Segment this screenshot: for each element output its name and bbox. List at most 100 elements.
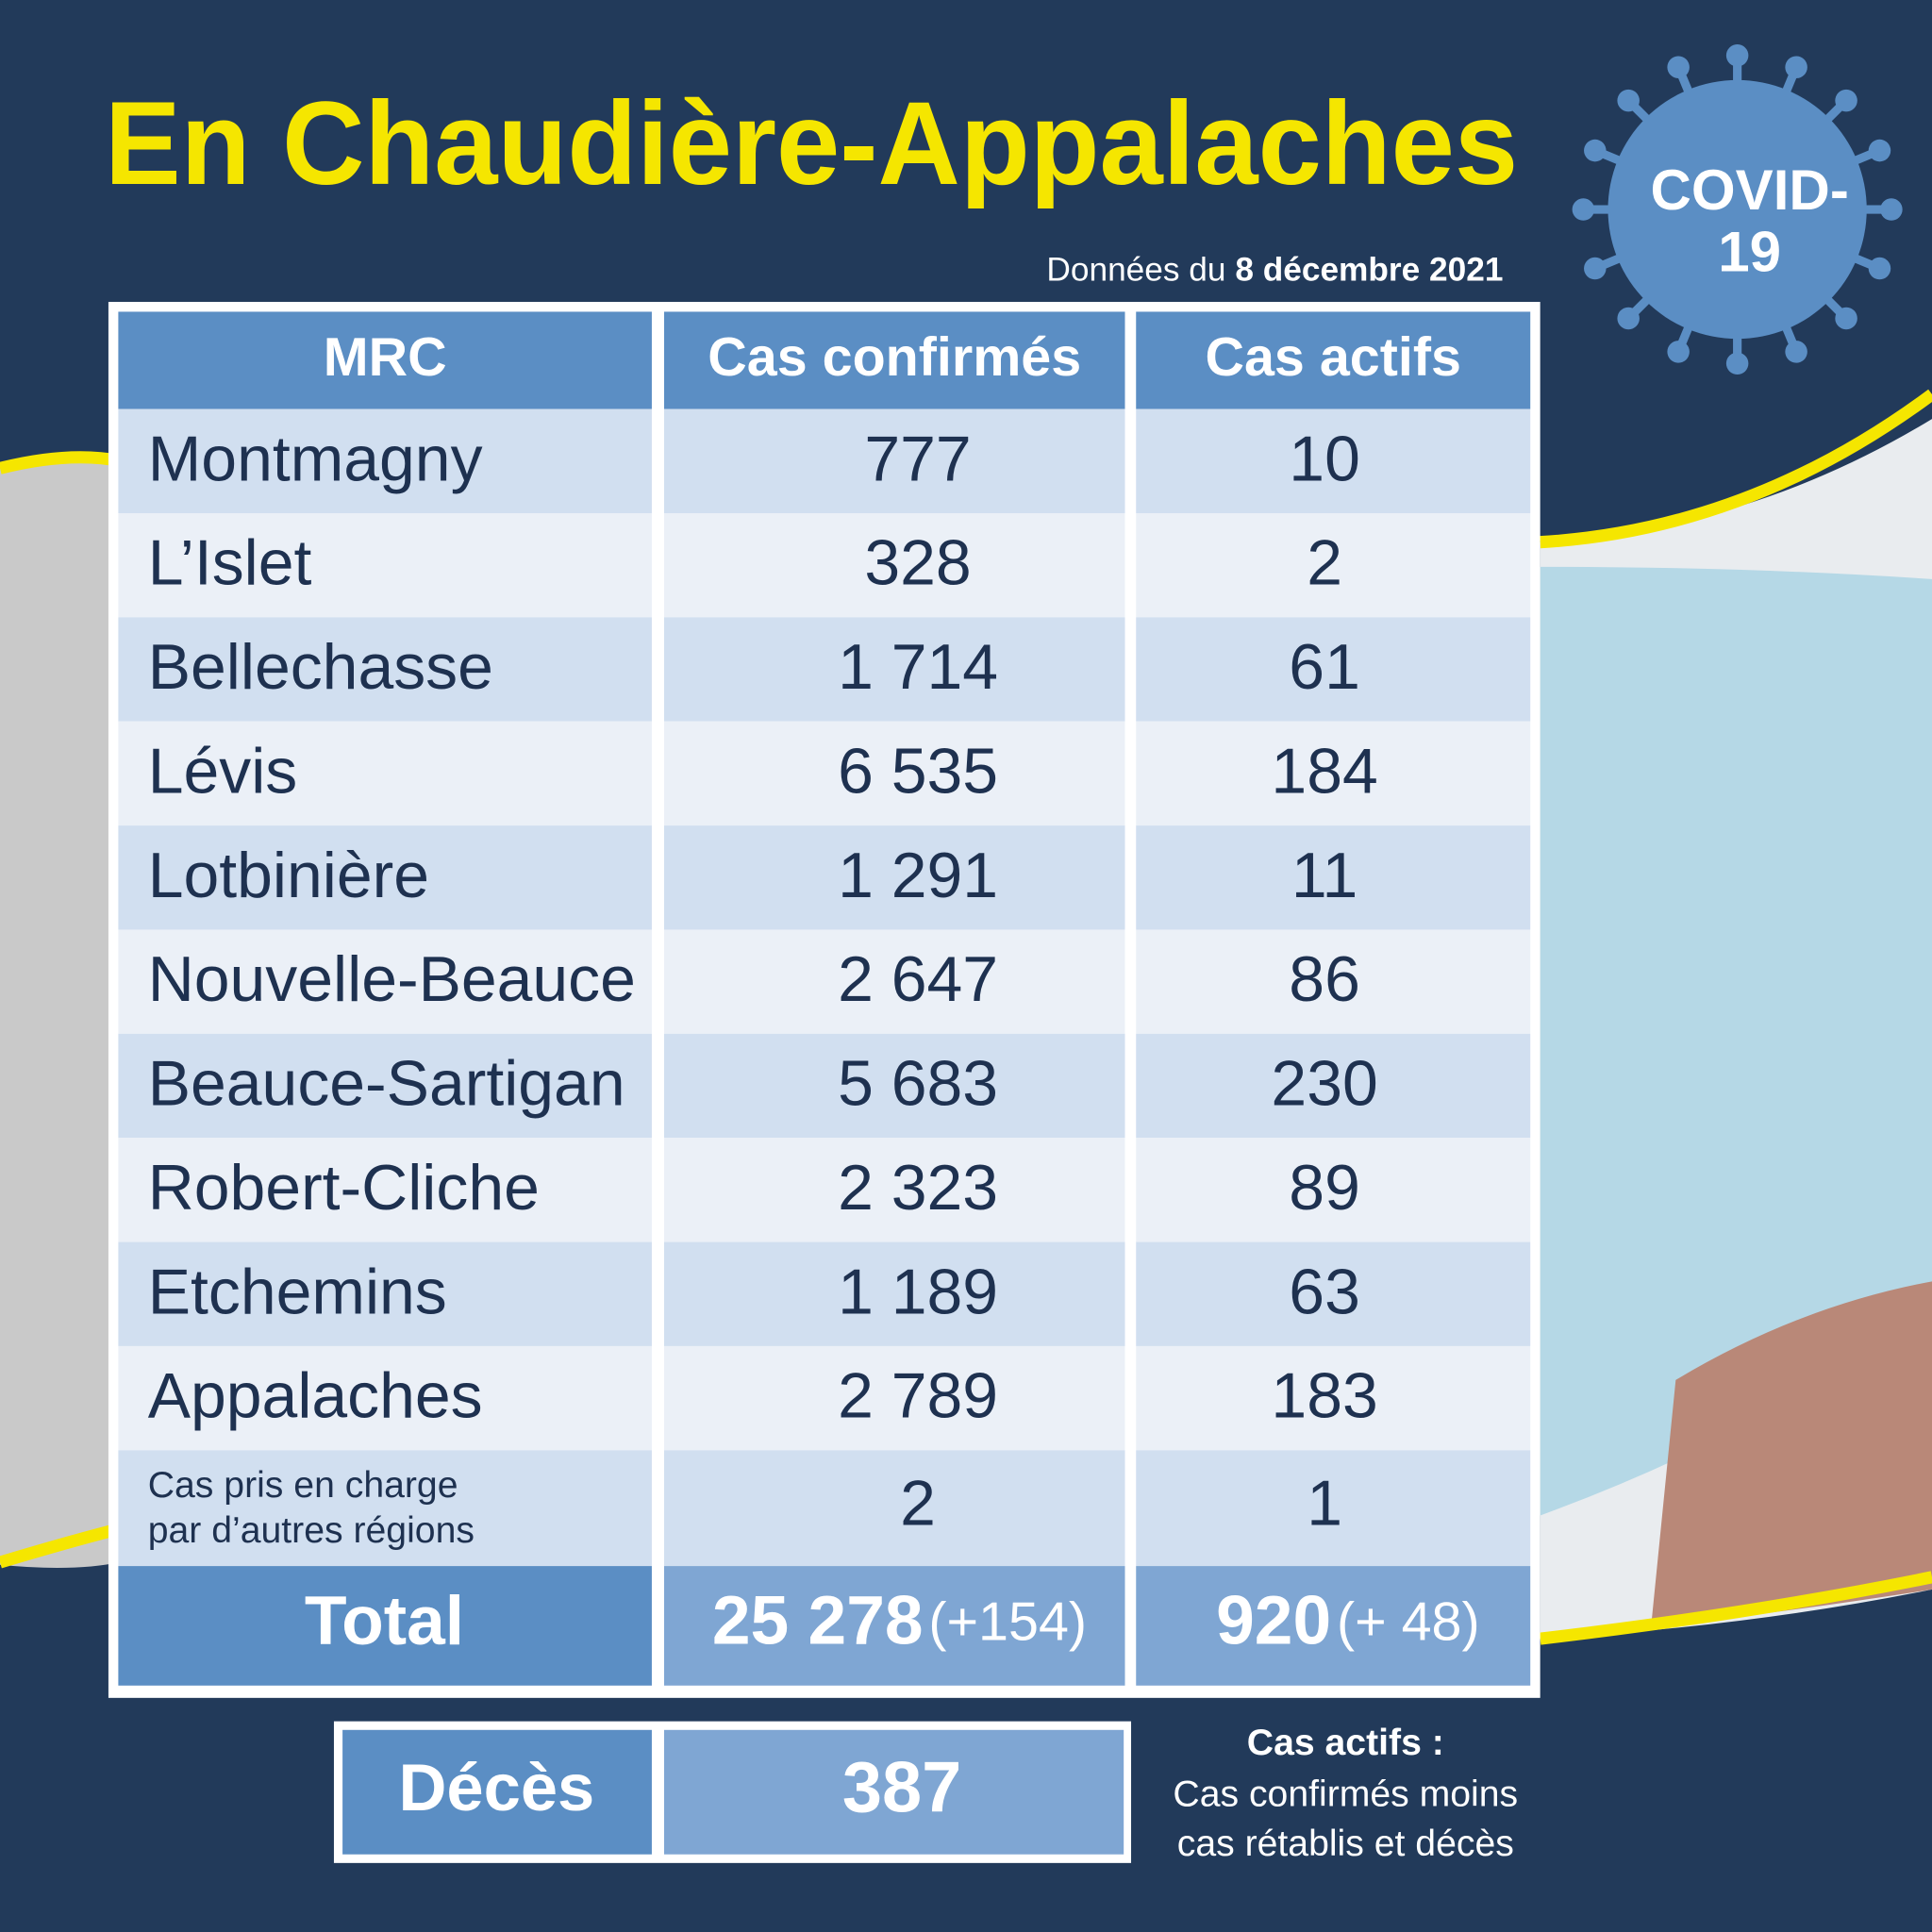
total-value: 920 (+ 48) — [1216, 1583, 1480, 1659]
header-cell — [1136, 311, 1531, 409]
confirmed-cases: 6 535 — [838, 736, 998, 807]
row-cell — [664, 929, 1125, 1034]
column-header: MRC — [324, 327, 447, 388]
confirmed-cases: 777 — [864, 424, 971, 494]
mrc-name: Bellechasse — [148, 632, 493, 703]
virus-spike-tip — [1868, 139, 1891, 162]
mask — [1540, 566, 1932, 1516]
confirmed-cases: 1 189 — [838, 1257, 998, 1327]
row-cell — [664, 1345, 1125, 1451]
active-cases: 230 — [1271, 1049, 1377, 1120]
row-cell — [1136, 825, 1531, 930]
deaths-value: 387 — [842, 1747, 961, 1827]
date: 8 décembre 2021 — [1235, 252, 1503, 289]
active-cases: 61 — [1289, 632, 1360, 703]
row-cell — [664, 1033, 1125, 1139]
date-line: Données du 8 décembre 2021 — [1046, 252, 1503, 289]
row-cell — [118, 617, 652, 722]
virus-spike-tip — [1785, 56, 1807, 78]
active-cases: 63 — [1289, 1257, 1360, 1327]
total-number: 25 278 — [712, 1583, 924, 1659]
row-cell — [1136, 929, 1531, 1034]
row-cell — [1136, 1345, 1531, 1451]
virus-spike-tip — [1584, 139, 1607, 162]
active-cases: 89 — [1289, 1153, 1360, 1224]
badge-text: COVID- — [1651, 158, 1849, 222]
virus-spike-tip — [1835, 307, 1857, 330]
deaths-label-cell — [342, 1729, 652, 1855]
confirmed-cases: 2 — [900, 1469, 936, 1540]
title: En Chaudière-Appalaches — [105, 76, 1518, 209]
row-cell — [118, 721, 652, 826]
virus-spike-tip — [1617, 307, 1640, 330]
active-cases: 10 — [1289, 424, 1360, 494]
row-cell — [1136, 1241, 1531, 1346]
mrc-name: Lotbinière — [148, 841, 429, 911]
row-cell — [1136, 408, 1531, 513]
note-line: cas rétablis et décès — [1177, 1824, 1514, 1864]
mrc-name: L’Islet — [148, 528, 312, 599]
row-cell — [118, 1241, 652, 1346]
total-label: Total — [305, 1583, 464, 1659]
active-cases: 1 — [1307, 1469, 1342, 1540]
header-cell — [664, 311, 1125, 409]
header-cell — [118, 311, 652, 409]
active-cases: 11 — [1291, 841, 1358, 911]
row-cell — [1136, 1138, 1531, 1242]
row-cell — [1136, 1450, 1531, 1567]
row-cell — [664, 721, 1125, 826]
mrc-name: Beauce-Sartigan — [148, 1049, 625, 1120]
virus-spike-tip — [1880, 198, 1903, 221]
total-value: 25 278 (+154) — [712, 1583, 1087, 1659]
total-change: (+154) — [928, 1592, 1087, 1653]
row-cell — [664, 1450, 1125, 1567]
virus-spike-tip — [1617, 89, 1640, 112]
table: MRC Cas confirmés Cas actifs Montmagny 777 10… — [118, 311, 1531, 1686]
confirmed-cases: 5 683 — [838, 1049, 998, 1120]
confirmed-cases: 1 714 — [838, 632, 998, 703]
virus-body — [1607, 79, 1867, 340]
virus-spike-tip — [1868, 257, 1891, 280]
mrc-name: Appalaches — [148, 1361, 483, 1432]
row-cell — [664, 1138, 1125, 1242]
mrc-name: Robert-Cliche — [148, 1153, 540, 1224]
virus-spike-tip — [1667, 56, 1690, 78]
mrc-name: Nouvelle-Beauce — [148, 944, 636, 1015]
row-cell — [1136, 1033, 1531, 1139]
row-cell — [118, 1450, 652, 1567]
virus-spike-tip — [1835, 89, 1857, 112]
right-curve — [1540, 389, 1932, 549]
mrc-name: Etchemins — [148, 1257, 447, 1327]
confirmed-cases: 1 291 — [838, 841, 998, 911]
deaths-value-cell — [664, 1729, 1124, 1855]
row-cell — [118, 1033, 652, 1139]
mrc-name: Lévis — [148, 736, 298, 807]
row-cell — [664, 825, 1125, 930]
virus-spike-tip — [1785, 341, 1807, 363]
mrc-name: Montmagny — [148, 424, 483, 494]
right-curve — [1539, 1571, 1932, 1645]
column-header: Cas actifs — [1205, 327, 1460, 388]
column-header: Cas confirmés — [708, 327, 1081, 388]
active-cases: 183 — [1271, 1361, 1377, 1432]
total-number: 920 — [1216, 1583, 1331, 1659]
row-cell — [1136, 617, 1531, 722]
confirmed-cases: 2 789 — [838, 1361, 998, 1432]
total-change: (+ 48) — [1337, 1592, 1480, 1653]
row-cell — [118, 825, 652, 930]
row-cell — [1136, 721, 1531, 826]
active-cases: 184 — [1271, 736, 1377, 807]
other-regions-label: Cas pris en charge — [148, 1465, 458, 1506]
row-cell — [118, 1138, 652, 1242]
total-cell — [118, 1566, 652, 1686]
note-line: Cas confirmés moins — [1173, 1774, 1518, 1815]
virus-spike-tip — [1725, 352, 1749, 375]
row-cell — [118, 408, 652, 513]
total-cell — [1136, 1566, 1531, 1686]
row-cell — [1136, 513, 1531, 618]
virus-spike-tip — [1667, 341, 1690, 363]
row-cell — [118, 513, 652, 618]
